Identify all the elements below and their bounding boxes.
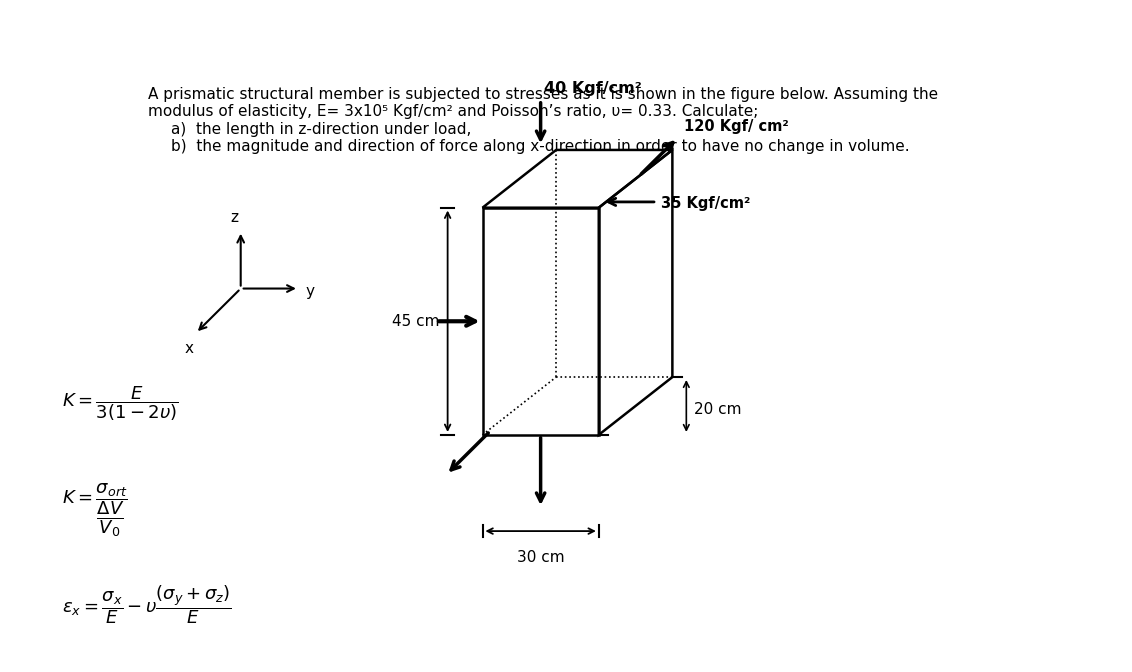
Text: 35 Kgf/cm²: 35 Kgf/cm²	[661, 196, 751, 211]
Text: $K = \dfrac{\sigma_{ort}}{\dfrac{\Delta V}{V_0}}$: $K = \dfrac{\sigma_{ort}}{\dfrac{\Delta …	[62, 482, 128, 540]
Text: 45 cm: 45 cm	[393, 314, 440, 329]
Text: z: z	[231, 210, 239, 224]
Text: modulus of elasticity, E= 3x10⁵ Kgf/cm² and Poisson’s ratio, υ= 0.33. Calculate;: modulus of elasticity, E= 3x10⁵ Kgf/cm² …	[147, 103, 758, 119]
Text: a)  the length in z-direction under load,: a) the length in z-direction under load,	[171, 122, 471, 137]
Text: 120 Kgf/ cm²: 120 Kgf/ cm²	[684, 119, 789, 134]
Text: 30 cm: 30 cm	[517, 550, 565, 565]
Text: A prismatic structural member is subjected to stresses as it is shown in the fig: A prismatic structural member is subject…	[147, 87, 937, 101]
Text: 40 Kgf/cm²: 40 Kgf/cm²	[544, 81, 642, 96]
Text: y: y	[305, 284, 314, 299]
Text: b)  the magnitude and direction of force along x-direction in order to have no c: b) the magnitude and direction of force …	[171, 139, 910, 154]
Text: x: x	[185, 341, 194, 356]
Text: 20 cm: 20 cm	[694, 403, 741, 417]
Text: $K = \dfrac{E}{3(1 - 2\upsilon)}$: $K = \dfrac{E}{3(1 - 2\upsilon)}$	[62, 384, 179, 423]
Text: $\varepsilon_x = \dfrac{\sigma_x}{E} - \upsilon\dfrac{(\sigma_y+\sigma_z)}{E}$: $\varepsilon_x = \dfrac{\sigma_x}{E} - \…	[62, 583, 232, 626]
